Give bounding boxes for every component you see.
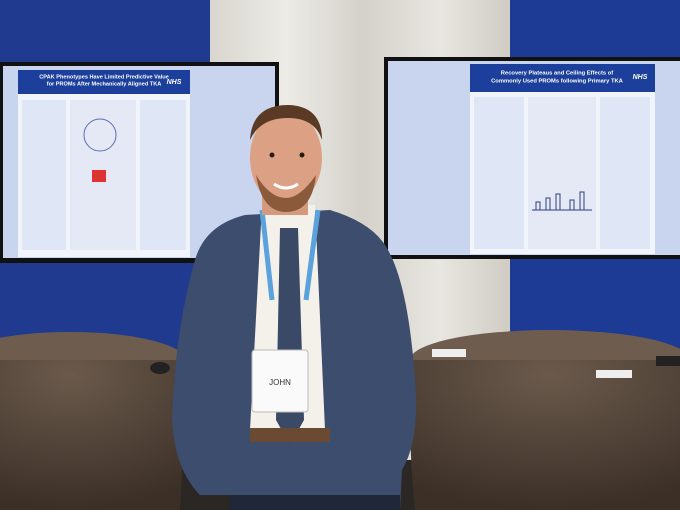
poster-column [22, 100, 66, 250]
table-cloth [0, 360, 185, 510]
poster-title: Recovery Plateaus and Ceiling Effects of [501, 71, 614, 77]
poster-column [528, 97, 596, 249]
face [250, 110, 322, 206]
eye [299, 152, 305, 158]
poster-figure [532, 191, 592, 211]
nhs-logo: NHS [633, 74, 648, 81]
beard [256, 175, 316, 212]
poster-column [140, 100, 186, 250]
card [432, 349, 466, 357]
poster-column [474, 97, 524, 249]
nhs-logo: NHS [167, 79, 182, 86]
poster-figure [92, 170, 106, 182]
card [596, 370, 632, 378]
badge-name: JOHN [269, 378, 291, 387]
remote [656, 356, 680, 366]
mouse [150, 362, 170, 374]
poster-header [470, 64, 655, 92]
trousers [230, 495, 400, 510]
poster-column [600, 97, 650, 249]
table-cloth [409, 360, 680, 510]
poster-title: CPAK Phenotypes Have Limited Predictive … [39, 74, 169, 80]
poster-title: for PROMs After Mechanically Aligned TKA [47, 81, 162, 87]
name-badge [251, 349, 309, 413]
poster-header [18, 70, 190, 94]
smile [273, 182, 299, 190]
eye [269, 152, 275, 158]
poster-figure [83, 118, 117, 152]
hair [250, 105, 322, 140]
poster-title: Commonly Used PROMs following Primary TK… [491, 79, 624, 85]
lanyard [259, 209, 321, 301]
belt [250, 428, 330, 442]
